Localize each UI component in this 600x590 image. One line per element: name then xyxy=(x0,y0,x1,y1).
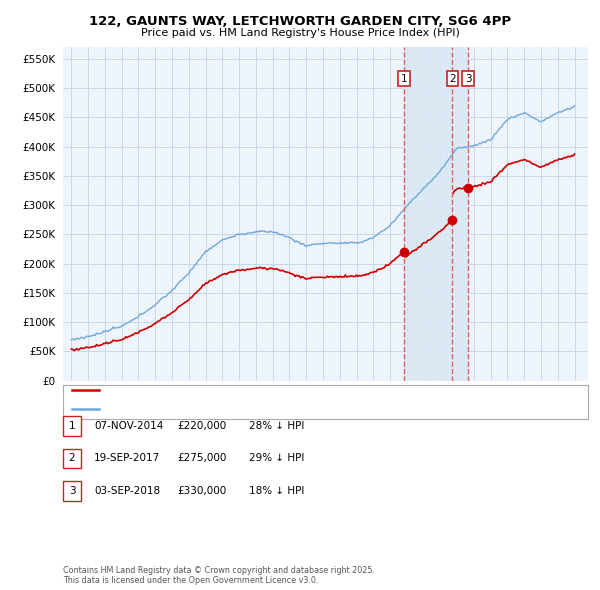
Bar xyxy=(404,47,469,381)
Text: 2: 2 xyxy=(449,74,456,84)
Text: £275,000: £275,000 xyxy=(177,454,226,463)
Text: 18% ↓ HPI: 18% ↓ HPI xyxy=(249,486,304,496)
Text: 28% ↓ HPI: 28% ↓ HPI xyxy=(249,421,304,431)
Text: 19-SEP-2017: 19-SEP-2017 xyxy=(94,454,160,463)
Text: 1: 1 xyxy=(68,421,76,431)
Text: 1: 1 xyxy=(401,74,407,84)
Text: 3: 3 xyxy=(465,74,472,84)
Text: 03-SEP-2018: 03-SEP-2018 xyxy=(94,486,160,496)
Text: £330,000: £330,000 xyxy=(177,486,226,496)
Text: 3: 3 xyxy=(68,486,76,496)
Text: £220,000: £220,000 xyxy=(177,421,226,431)
Text: 122, GAUNTS WAY, LETCHWORTH GARDEN CITY, SG6 4PP (semi-detached house): 122, GAUNTS WAY, LETCHWORTH GARDEN CITY,… xyxy=(106,386,471,395)
Text: HPI: Average price, semi-detached house, North Hertfordshire: HPI: Average price, semi-detached house,… xyxy=(106,405,387,414)
Text: 2: 2 xyxy=(68,454,76,463)
Text: 29% ↓ HPI: 29% ↓ HPI xyxy=(249,454,304,463)
Text: Contains HM Land Registry data © Crown copyright and database right 2025.
This d: Contains HM Land Registry data © Crown c… xyxy=(63,566,375,585)
Text: Price paid vs. HM Land Registry's House Price Index (HPI): Price paid vs. HM Land Registry's House … xyxy=(140,28,460,38)
Text: 07-NOV-2014: 07-NOV-2014 xyxy=(94,421,164,431)
Text: 122, GAUNTS WAY, LETCHWORTH GARDEN CITY, SG6 4PP: 122, GAUNTS WAY, LETCHWORTH GARDEN CITY,… xyxy=(89,15,511,28)
